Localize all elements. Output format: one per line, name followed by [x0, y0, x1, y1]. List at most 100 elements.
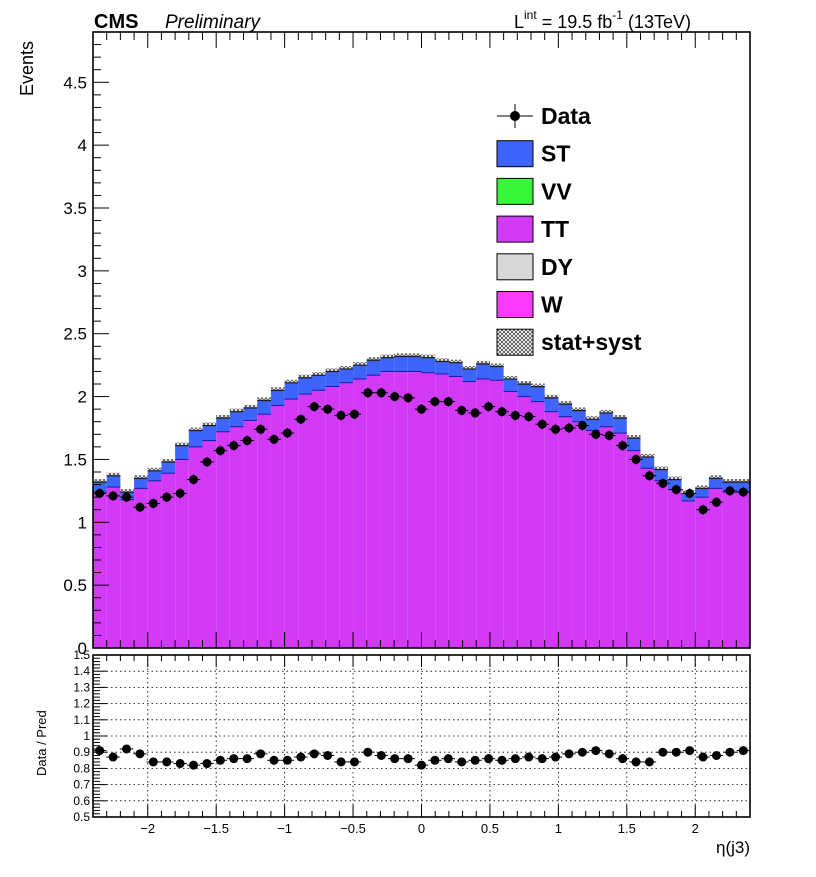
ratio-point [725, 747, 735, 757]
tt-bar [667, 489, 682, 648]
main-y-tick-label: 4 [78, 136, 87, 155]
st-bar [695, 488, 709, 498]
data-point [376, 388, 386, 398]
tt-bar [599, 426, 614, 648]
stat-syst-band [503, 375, 518, 380]
stat-syst-band [93, 479, 107, 484]
data-point [95, 488, 105, 498]
st-bar [188, 430, 203, 447]
st-bar [517, 384, 531, 397]
ratio-point [685, 746, 695, 756]
stat-syst-band [188, 427, 203, 432]
st-bar [667, 479, 682, 490]
tt-bar [380, 371, 395, 648]
data-point [738, 487, 748, 497]
ratio-point [363, 747, 373, 757]
data-point [242, 436, 252, 446]
st-bar [421, 357, 436, 373]
ratio-point [282, 755, 292, 765]
tt-bar [161, 473, 176, 648]
stat-syst-band [435, 358, 449, 363]
ratio-y-axis-label: Data / Pred [34, 710, 49, 776]
data-point [229, 441, 239, 451]
ratio-point [403, 754, 413, 764]
stat-syst-band [654, 466, 668, 471]
tt-bar [270, 405, 285, 648]
st-bar [708, 478, 723, 489]
stat-syst-band [243, 404, 258, 409]
stat-syst-band [312, 372, 326, 377]
stat-syst-band [147, 467, 162, 472]
stat-syst-band [216, 414, 230, 419]
ratio-frame [92, 654, 751, 818]
x-tick-label: 1 [555, 821, 562, 836]
st-bar [134, 478, 148, 489]
stat-syst-band [380, 354, 395, 359]
ratio-point [698, 752, 708, 762]
tt-bar [339, 382, 354, 648]
st-bar [503, 378, 518, 392]
st-bar [531, 386, 545, 402]
tt-bar [421, 372, 436, 648]
ratio-point [229, 754, 239, 764]
stat-syst-band [339, 365, 354, 370]
ratio-point [135, 749, 145, 759]
legend-data-marker [510, 111, 520, 121]
data-point [148, 498, 158, 508]
st-bar [448, 362, 463, 377]
tt-bar [216, 431, 230, 648]
tt-bar [654, 480, 668, 648]
st-bar [106, 475, 121, 488]
st-bar [722, 482, 750, 493]
legend-stat-syst-swatch [496, 328, 534, 356]
ratio-point [417, 760, 426, 770]
st-bar [229, 411, 244, 427]
data-point [269, 434, 279, 444]
ratio-y-tick-label: 0.6 [73, 794, 90, 808]
tt-bar [531, 401, 545, 648]
stat-syst-band [394, 353, 408, 358]
tt-bar [106, 487, 121, 648]
data-point [470, 408, 480, 418]
stat-syst-band [175, 442, 189, 447]
ratio-point [510, 754, 520, 764]
data-point [309, 402, 319, 412]
st-bar [339, 368, 354, 383]
ratio-point [457, 757, 467, 767]
ratio-point [242, 754, 252, 764]
ratio-plot: 0.5 0.6 0.7 0.8 0.9 1 1.1 1.2 1.3 1.4 1.5 −2 −1.5 −1… [73, 648, 751, 836]
ratio-y-tick-label: 1.1 [73, 713, 90, 727]
st-bar [93, 482, 107, 493]
tt-bar [147, 480, 162, 648]
tt-bar [353, 378, 367, 648]
st-bar [572, 410, 586, 422]
data-point [202, 457, 212, 467]
data-point [577, 420, 587, 430]
data-point [189, 475, 199, 485]
stat-syst-band [407, 353, 422, 358]
stat-syst-band [613, 414, 627, 419]
ratio-point [658, 747, 668, 757]
data-point [510, 410, 520, 420]
data-point [336, 410, 346, 420]
data-point [296, 414, 306, 424]
ratio-point [296, 752, 306, 762]
tt-bar [640, 468, 655, 648]
st-bar [394, 356, 408, 372]
tt-bar [120, 499, 135, 648]
data-point [390, 392, 400, 402]
data-point [349, 409, 359, 419]
ratio-point [551, 752, 561, 762]
main-y-axis-label: Events [17, 41, 37, 96]
tt-bar [544, 411, 559, 648]
st-bar [216, 417, 230, 432]
tt-bar [407, 371, 422, 648]
tt-bar [708, 488, 723, 648]
data-point [644, 471, 654, 481]
tt-bar [572, 421, 586, 648]
stat-syst-band [448, 359, 463, 364]
data-point [215, 446, 225, 456]
stat-syst-band [325, 368, 340, 373]
x-tick-label: −1 [277, 821, 292, 836]
main-y-tick-label: 3.5 [63, 199, 87, 218]
